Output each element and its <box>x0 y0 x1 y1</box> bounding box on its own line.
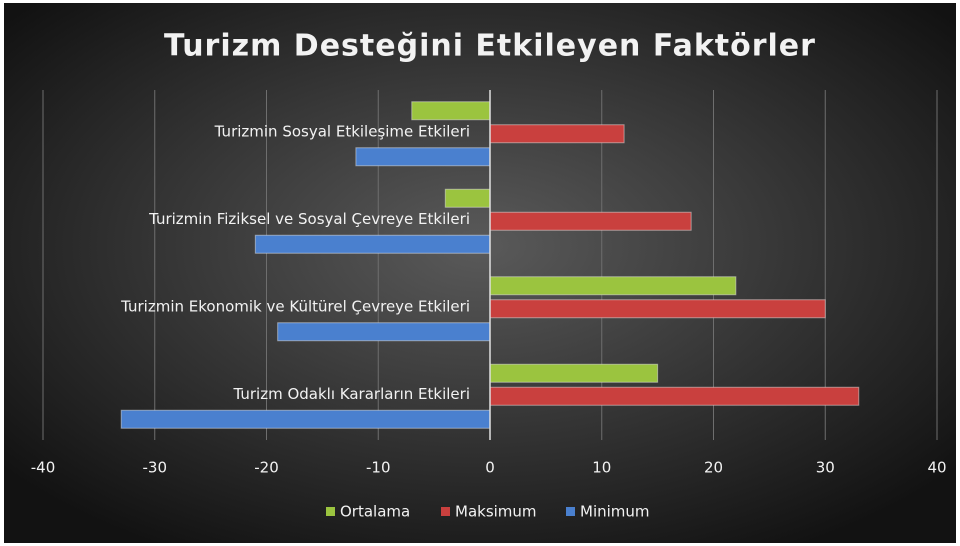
x-tick-label: -30 <box>143 459 168 477</box>
legend-label: Maksimum <box>455 503 537 521</box>
x-tick-label: 0 <box>485 459 495 477</box>
bar <box>489 211 692 231</box>
x-tick-label: 40 <box>927 459 946 477</box>
bar <box>489 299 826 319</box>
bar <box>489 386 860 406</box>
bar <box>120 409 491 429</box>
x-tick-label: 30 <box>816 459 835 477</box>
bar <box>489 363 659 383</box>
category-label: Turizmin Sosyal Etkileşime Etkileri <box>214 122 470 140</box>
x-tick-label: -20 <box>254 459 279 477</box>
chart-title: Turizm Desteğini Etkileyen Faktörler <box>164 29 816 64</box>
background <box>4 3 956 543</box>
bar <box>489 276 737 296</box>
legend-swatch <box>441 507 450 516</box>
bar <box>489 124 625 144</box>
bar <box>444 188 491 208</box>
x-tick-label: 10 <box>592 459 611 477</box>
bar <box>355 147 491 167</box>
category-label: Turizm Odaklı Kararların Etkileri <box>233 385 471 403</box>
category-label: Turizmin Ekonomik ve Kültürel Çevreye Et… <box>120 297 470 315</box>
legend-label: Ortalama <box>340 503 410 521</box>
x-tick-label: -10 <box>366 459 391 477</box>
category-label: Turizmin Fiziksel ve Sosyal Çevreye Etki… <box>148 210 470 228</box>
bar <box>411 101 491 121</box>
x-tick-label: 20 <box>704 459 723 477</box>
legend-label: Minimum <box>580 503 650 521</box>
bar <box>277 322 491 342</box>
bar <box>254 234 491 254</box>
legend-swatch <box>566 507 575 516</box>
legend-swatch <box>326 507 335 516</box>
x-tick-label: -40 <box>31 459 56 477</box>
